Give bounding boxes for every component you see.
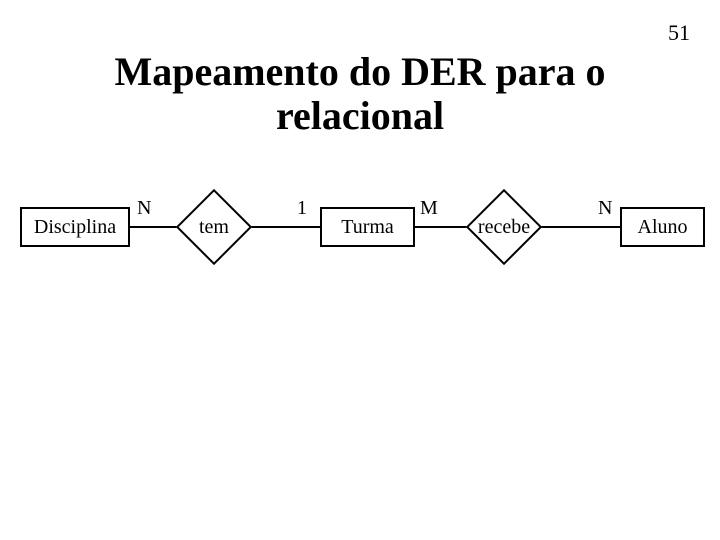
entity-turma: Turma: [320, 207, 415, 247]
er-diagram: Disciplina Turma Aluno tem recebe N 1 M …: [0, 185, 720, 305]
page-number: 51: [668, 20, 690, 46]
entity-aluno: Aluno: [620, 207, 705, 247]
entity-label: Aluno: [638, 216, 688, 239]
edge-tem-turma: [250, 226, 320, 228]
relationship-label: tem: [175, 188, 253, 266]
edge-disciplina-tem: [130, 226, 178, 228]
cardinality-n-right: N: [598, 197, 612, 220]
cardinality-m: M: [420, 197, 438, 220]
title-line-2: relacional: [276, 93, 444, 138]
entity-label: Turma: [341, 216, 394, 239]
relationship-label: recebe: [465, 188, 543, 266]
entity-disciplina: Disciplina: [20, 207, 130, 247]
title-line-1: Mapeamento do DER para o: [114, 49, 605, 94]
entity-label: Disciplina: [34, 216, 116, 239]
relationship-tem: tem: [175, 188, 253, 266]
page-title: Mapeamento do DER para o relacional: [0, 50, 720, 138]
relationship-recebe: recebe: [465, 188, 543, 266]
edge-recebe-aluno: [540, 226, 620, 228]
cardinality-1: 1: [297, 197, 307, 220]
edge-turma-recebe: [415, 226, 468, 228]
cardinality-n-left: N: [137, 197, 151, 220]
